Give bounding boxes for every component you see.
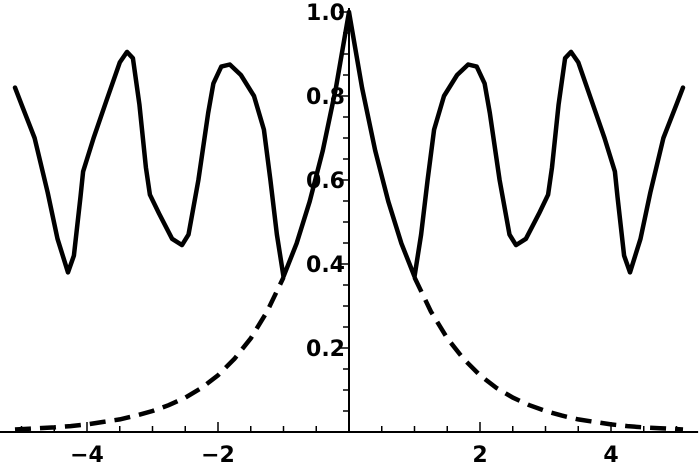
- dashed-series-line: [14, 276, 286, 432]
- x-tick-label: −2: [201, 443, 235, 468]
- x-tick-label: −4: [70, 443, 104, 468]
- solid-series-line: [12, 9, 686, 279]
- y-tick-label: 0.4: [306, 253, 345, 278]
- x-tick-label: 4: [603, 443, 618, 468]
- y-tick-label: 1.0: [306, 1, 345, 26]
- x-tick-label: 2: [472, 443, 487, 468]
- y-tick-label: 0.8: [306, 85, 345, 110]
- y-tick-label: 0.2: [306, 337, 345, 362]
- dashed-series-line: [412, 276, 684, 432]
